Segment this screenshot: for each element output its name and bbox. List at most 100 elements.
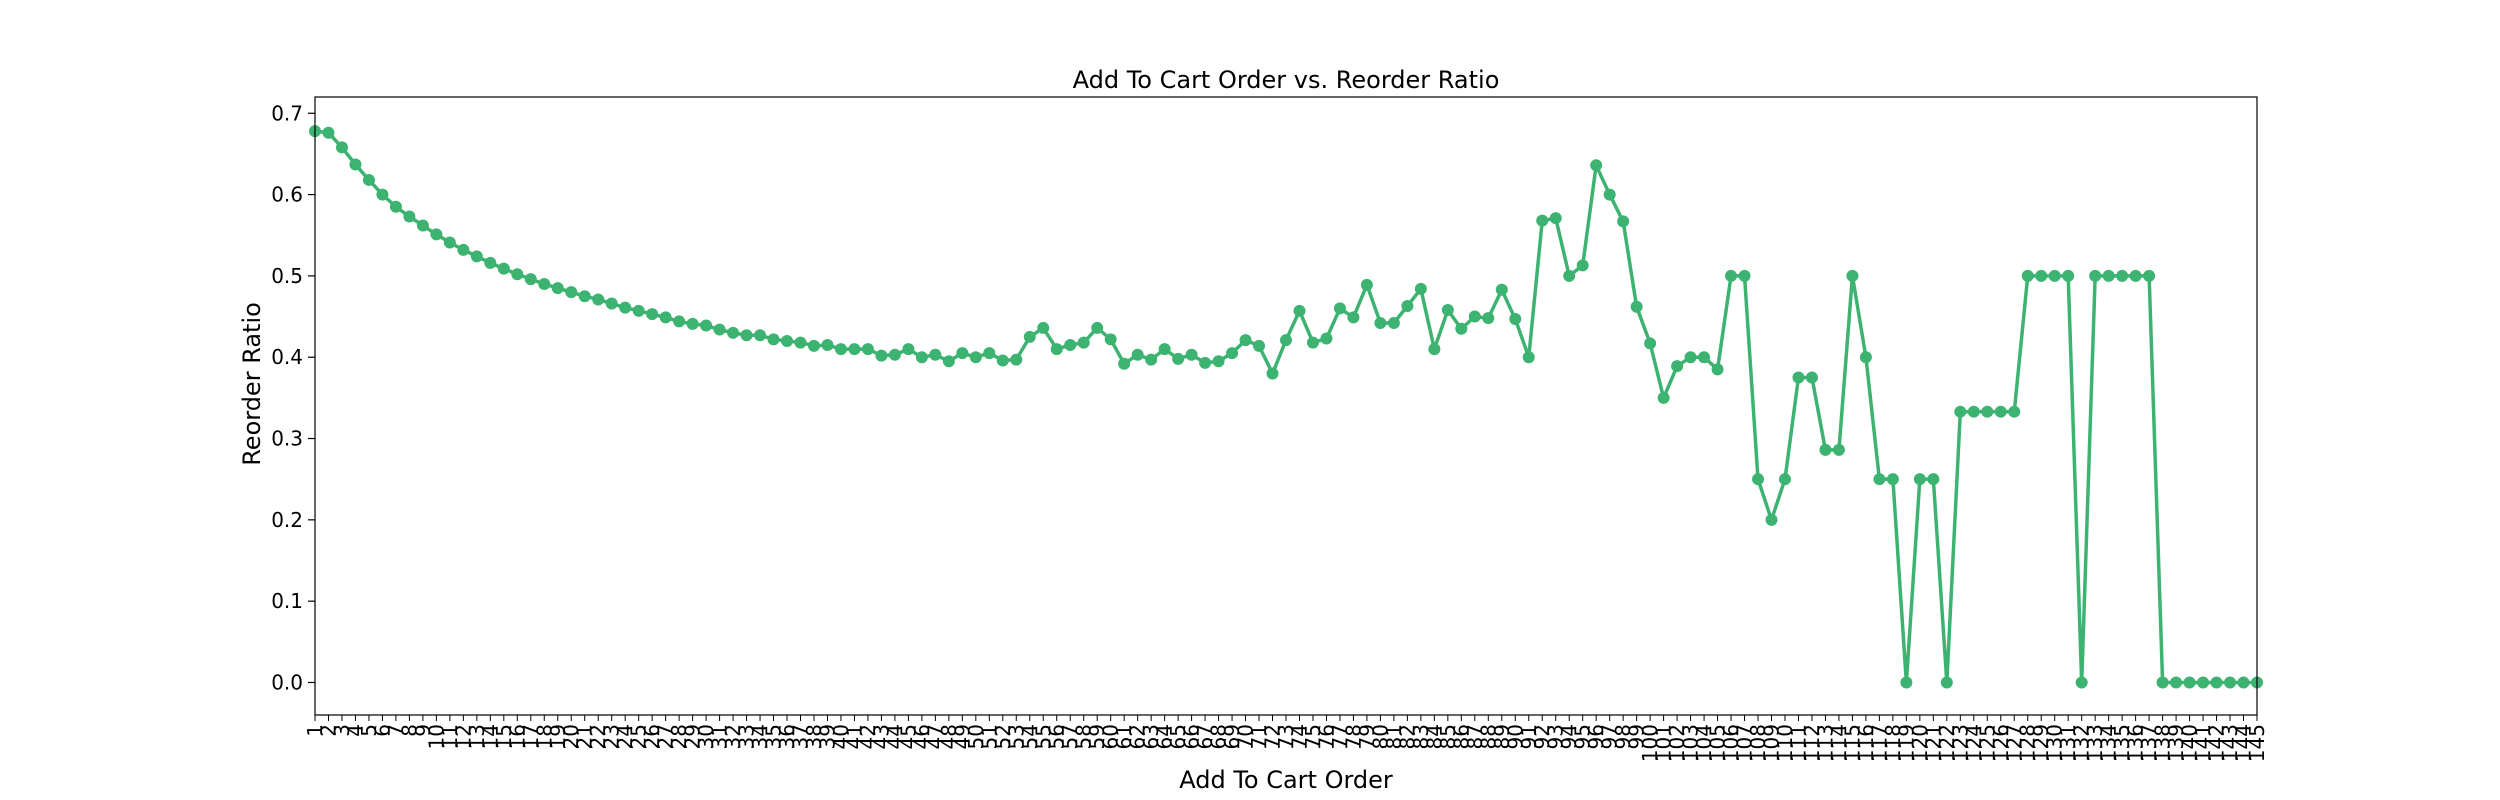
x-tick-label: 80 — [1368, 724, 1392, 749]
x-tick-label: 9 — [411, 724, 435, 737]
x-tick-label: 36 — [775, 724, 799, 749]
data-point — [632, 304, 645, 317]
data-point — [2008, 405, 2021, 418]
x-tick-label: 24 — [613, 724, 637, 749]
data-point — [1239, 334, 1252, 347]
data-point — [2237, 676, 2250, 689]
y-tick-label: 0.1 — [271, 589, 303, 613]
x-tick-label: 38 — [802, 724, 826, 749]
x-tick-label: 145 — [2245, 724, 2269, 762]
x-tick-label: 101 — [1652, 724, 1676, 762]
data-point — [848, 343, 861, 356]
x-tick-label: 39 — [815, 724, 839, 749]
x-tick-label: 109 — [1760, 724, 1784, 762]
data-point — [807, 339, 820, 352]
data-point — [1226, 347, 1239, 360]
data-point — [1994, 405, 2007, 418]
x-tick-label: 4 — [343, 724, 367, 737]
x-tick-label: 2 — [316, 724, 340, 737]
x-tick-label: 100 — [1638, 724, 1662, 762]
data-point — [834, 343, 847, 356]
x-tick-label: 45 — [896, 724, 920, 749]
x-tick-label: 18 — [532, 724, 556, 749]
data-point — [1374, 317, 1387, 330]
x-tick-label: 144 — [2232, 724, 2256, 762]
data-point — [2089, 269, 2102, 282]
data-point — [1873, 473, 1886, 486]
data-point — [538, 278, 551, 291]
x-tick-label: 137 — [2137, 724, 2161, 762]
data-point — [403, 210, 416, 223]
data-point — [1077, 336, 1090, 349]
data-point — [1495, 283, 1508, 296]
x-tick-label: 47 — [923, 724, 947, 749]
data-point — [605, 297, 618, 310]
x-tick-label: 105 — [1706, 724, 1730, 762]
data-point — [794, 336, 807, 349]
x-tick-label: 64 — [1153, 724, 1177, 749]
data-point — [888, 348, 901, 361]
x-tick-label: 118 — [1881, 724, 1905, 762]
data-point — [1158, 343, 1171, 356]
data-point — [1900, 676, 1913, 689]
x-tick-label: 49 — [950, 724, 974, 749]
x-tick-label: 115 — [1840, 724, 1864, 762]
data-point — [1590, 159, 1603, 172]
data-point — [1617, 215, 1630, 228]
x-tick-label: 127 — [2002, 724, 2026, 762]
data-point — [1050, 343, 1063, 356]
data-point — [956, 347, 969, 360]
y-tick-label: 0.3 — [271, 427, 303, 451]
data-point — [592, 293, 605, 306]
data-point — [2021, 269, 2034, 282]
data-point — [497, 262, 510, 275]
x-tick-label: 26 — [640, 724, 664, 749]
data-point — [376, 188, 389, 201]
x-tick-label: 30 — [694, 724, 718, 749]
x-tick-label: 1 — [303, 724, 327, 737]
data-point — [915, 351, 928, 364]
data-point — [1172, 352, 1185, 365]
x-tick-label: 28 — [667, 724, 691, 749]
data-point — [713, 323, 726, 336]
x-tick-label: 75 — [1301, 724, 1325, 749]
x-tick-label: 44 — [883, 724, 907, 749]
x-tick-label: 140 — [2178, 724, 2202, 762]
x-tick-label: 63 — [1139, 724, 1163, 749]
x-tick-label: 57 — [1058, 724, 1082, 749]
y-axis-label: Reorder Ratio — [238, 302, 266, 466]
data-point — [1293, 304, 1306, 317]
x-tick-label: 81 — [1382, 724, 1406, 749]
data-point — [1698, 351, 1711, 364]
data-point — [686, 317, 699, 330]
data-point — [1441, 304, 1454, 317]
data-point — [2143, 269, 2156, 282]
x-tick-label: 27 — [654, 724, 678, 749]
data-point — [1185, 348, 1198, 361]
x-axis-label: Add To Cart Order — [1179, 766, 1393, 794]
x-tick-label: 10 — [424, 724, 448, 749]
data-point — [1778, 473, 1791, 486]
data-point — [1563, 269, 1576, 282]
x-tick-label: 132 — [2070, 724, 2094, 762]
x-tick-label: 65 — [1166, 724, 1190, 749]
x-tick-label: 122 — [1935, 724, 1959, 762]
x-tick-label: 141 — [2191, 724, 2215, 762]
data-point — [2048, 269, 2061, 282]
data-point — [1967, 405, 1980, 418]
data-point — [1738, 269, 1751, 282]
x-tick-label: 72 — [1261, 724, 1285, 749]
x-tick-label: 5 — [357, 724, 381, 737]
x-tick-label: 107 — [1733, 724, 1757, 762]
data-point — [1846, 269, 1859, 282]
x-tick-label: 99 — [1625, 724, 1649, 749]
x-tick-label: 86 — [1449, 724, 1473, 749]
x-tick-label: 42 — [856, 724, 880, 749]
y-axis: 0.0 0.1 0.2 0.3 0.4 0.5 0.6 0.7 — [271, 101, 315, 694]
x-tick-label: 139 — [2164, 724, 2188, 762]
x-tick-label: 93 — [1544, 724, 1568, 749]
x-tick-label: 66 — [1180, 724, 1204, 749]
x-tick-label: 116 — [1854, 724, 1878, 762]
x-tick-label: 133 — [2083, 724, 2107, 762]
x-tick-label: 88 — [1476, 724, 1500, 749]
